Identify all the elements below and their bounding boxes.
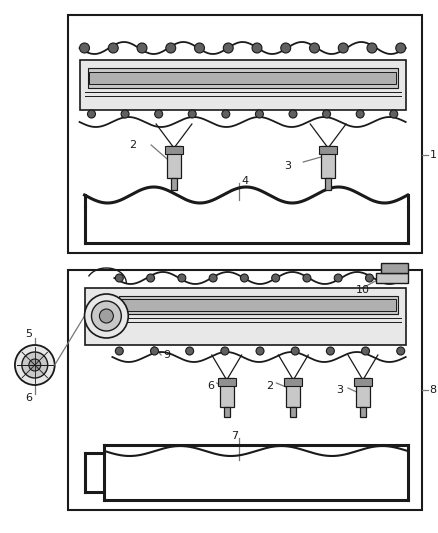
Circle shape <box>338 43 348 53</box>
Bar <box>171 178 177 190</box>
Circle shape <box>397 347 405 355</box>
Text: 2: 2 <box>266 381 274 391</box>
Text: 7: 7 <box>231 431 238 441</box>
Bar <box>319 146 337 154</box>
Circle shape <box>155 110 162 118</box>
Bar <box>67 15 422 253</box>
Circle shape <box>147 274 155 282</box>
Circle shape <box>15 345 55 385</box>
Circle shape <box>281 43 291 53</box>
Circle shape <box>166 43 176 53</box>
Circle shape <box>115 347 124 355</box>
Circle shape <box>99 309 113 323</box>
Bar <box>354 378 372 386</box>
Text: 10: 10 <box>356 285 370 295</box>
Bar <box>89 72 396 84</box>
Circle shape <box>22 352 48 378</box>
Circle shape <box>222 110 230 118</box>
Text: 3: 3 <box>284 161 291 171</box>
Circle shape <box>121 110 129 118</box>
Text: 2: 2 <box>129 140 136 150</box>
Circle shape <box>310 43 319 53</box>
Circle shape <box>88 110 95 118</box>
Circle shape <box>223 43 233 53</box>
Circle shape <box>367 43 377 53</box>
Circle shape <box>209 274 217 282</box>
Circle shape <box>188 110 196 118</box>
Circle shape <box>303 274 311 282</box>
Text: 1: 1 <box>430 150 437 160</box>
Circle shape <box>362 347 370 355</box>
Circle shape <box>323 110 331 118</box>
Bar <box>381 263 408 273</box>
Circle shape <box>356 110 364 118</box>
Text: 5: 5 <box>25 329 32 339</box>
Circle shape <box>151 347 159 355</box>
Circle shape <box>178 274 186 282</box>
Text: 6: 6 <box>207 381 214 391</box>
Circle shape <box>92 301 121 331</box>
Bar <box>88 68 398 88</box>
Text: 6: 6 <box>25 393 32 403</box>
Bar <box>85 288 406 345</box>
Circle shape <box>194 43 205 53</box>
Text: 9: 9 <box>163 350 170 360</box>
Circle shape <box>272 274 279 282</box>
Circle shape <box>365 274 374 282</box>
Circle shape <box>186 347 194 355</box>
Bar <box>356 378 370 407</box>
Bar <box>165 146 183 154</box>
Text: 3: 3 <box>336 385 343 395</box>
Circle shape <box>396 43 406 53</box>
Bar <box>119 296 398 314</box>
Circle shape <box>108 43 118 53</box>
Circle shape <box>85 294 128 338</box>
Circle shape <box>255 110 263 118</box>
Bar <box>80 60 406 110</box>
Circle shape <box>397 274 405 282</box>
Circle shape <box>390 110 398 118</box>
Circle shape <box>80 43 89 53</box>
Circle shape <box>252 43 262 53</box>
Bar <box>325 178 331 190</box>
Circle shape <box>221 347 229 355</box>
Bar <box>290 407 297 417</box>
Bar <box>284 378 302 386</box>
Bar <box>286 378 300 407</box>
Text: 8: 8 <box>430 385 437 395</box>
Circle shape <box>291 347 299 355</box>
Text: 4: 4 <box>242 176 249 186</box>
Bar <box>321 146 335 178</box>
Bar <box>360 407 366 417</box>
Bar <box>67 270 422 510</box>
Circle shape <box>137 43 147 53</box>
Bar <box>218 378 236 386</box>
Bar <box>167 146 181 178</box>
Circle shape <box>289 110 297 118</box>
Circle shape <box>256 347 264 355</box>
Circle shape <box>240 274 248 282</box>
Circle shape <box>29 359 41 371</box>
Circle shape <box>326 347 334 355</box>
Circle shape <box>115 274 124 282</box>
Bar <box>376 273 408 283</box>
Bar <box>220 378 233 407</box>
Bar <box>121 299 396 311</box>
Bar <box>224 407 230 417</box>
Circle shape <box>334 274 342 282</box>
